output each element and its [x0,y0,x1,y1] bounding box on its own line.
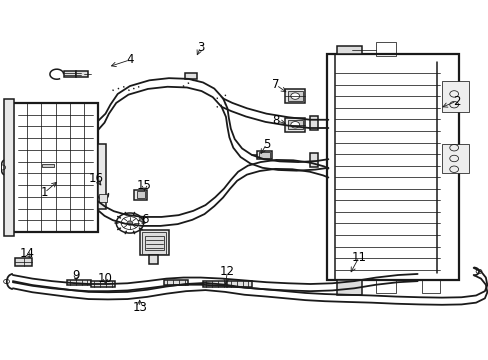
Bar [4,99,14,235]
Text: 3: 3 [197,41,204,54]
Bar [142,232,166,253]
Bar [375,280,395,293]
Bar [336,45,361,54]
Bar [15,258,32,266]
Bar [134,190,147,200]
Text: 15: 15 [137,179,152,192]
Text: 9: 9 [72,269,80,282]
Bar [99,194,107,202]
Text: 12: 12 [220,265,234,278]
Circle shape [116,213,143,233]
Text: 11: 11 [351,251,366,264]
Bar [441,81,468,112]
Bar [163,280,188,285]
Bar [422,280,439,293]
Text: 1: 1 [41,186,48,199]
Bar [285,89,305,103]
Circle shape [290,122,299,128]
Bar [184,73,197,79]
Text: 13: 13 [132,301,147,314]
Bar [137,191,144,198]
Bar [227,282,251,287]
Bar [13,103,98,232]
Text: 14: 14 [20,247,35,260]
Bar [98,144,105,209]
Bar [140,230,168,255]
Text: 8: 8 [272,114,279,127]
Text: 7: 7 [272,78,279,91]
Bar [310,116,317,130]
Text: 4: 4 [126,53,133,66]
Bar [285,118,305,132]
Circle shape [127,221,133,225]
Bar [76,71,88,77]
Bar [256,151,272,159]
Text: 10: 10 [98,272,113,285]
Circle shape [290,93,299,99]
Bar [203,282,227,287]
Bar [149,255,158,264]
Bar [64,71,76,77]
Bar [375,42,395,56]
Bar [42,164,54,167]
Text: 16: 16 [88,172,103,185]
Bar [287,120,302,130]
Bar [310,153,317,167]
Bar [13,103,98,232]
Text: 2: 2 [452,95,459,108]
Bar [441,144,468,173]
Bar [327,54,458,280]
Bar [258,152,270,158]
Text: 5: 5 [262,138,269,150]
Bar [144,235,163,250]
Bar [336,280,361,295]
Bar [91,282,115,287]
Bar [66,280,91,285]
Text: 6: 6 [141,213,148,226]
Bar [287,91,302,101]
